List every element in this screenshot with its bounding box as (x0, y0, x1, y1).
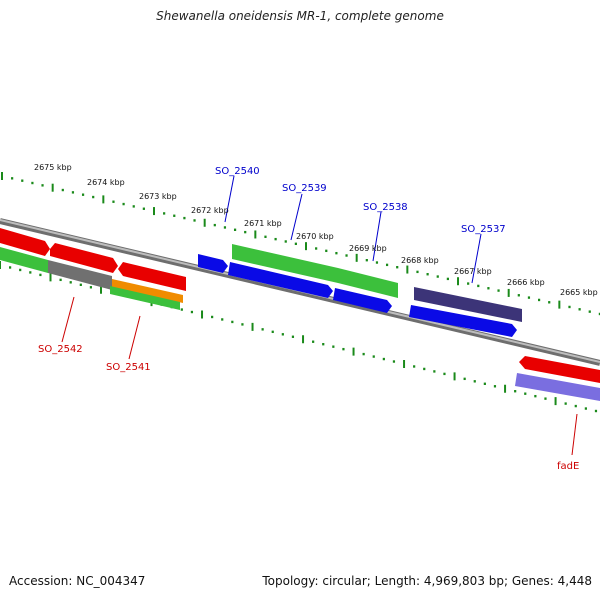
gene-feature-orange[interactable] (112, 279, 183, 303)
gene-feature-green[interactable] (110, 286, 180, 310)
gene-feature-blue[interactable] (198, 254, 228, 273)
tick-label: 2675 kbp (34, 163, 72, 172)
genome-summary-label: Topology: circular; Length: 4,969,803 bp… (262, 574, 592, 588)
tick-label: 2673 kbp (139, 192, 177, 201)
outer-scale-track (1, 172, 600, 316)
gene-feature-green[interactable] (338, 268, 398, 298)
tick-label: 2665 kbp (560, 288, 598, 297)
tick-label: 2668 kbp (401, 256, 439, 265)
tick-label: 2672 kbp (191, 206, 229, 215)
tick-labels: 2675 kbp 2674 kbp 2673 kbp 2672 kbp 2671 kbp… (34, 163, 598, 297)
gene-feature-green[interactable] (232, 244, 338, 283)
tick-label: 2666 kbp (507, 278, 545, 287)
gene-feature-red[interactable] (118, 262, 186, 291)
gene-feature-lavender[interactable] (515, 373, 600, 401)
gene-feature-red[interactable] (50, 243, 118, 273)
gene-label-fade[interactable]: fadE (557, 461, 579, 472)
gene-feature-gray[interactable] (48, 260, 112, 290)
gene-feature-blue[interactable] (228, 262, 333, 298)
gene-label-so-2542[interactable]: SO_2542 (38, 344, 83, 355)
gene-feature-green[interactable] (0, 247, 48, 273)
gene-leader-lines (61, 175, 578, 456)
gene-label-so-2540[interactable]: SO_2540 (215, 166, 260, 177)
gene-label-so-2541[interactable]: SO_2541 (106, 362, 151, 373)
gene-feature-blue[interactable] (409, 305, 517, 337)
gene-label-so-2539[interactable]: SO_2539 (282, 183, 327, 194)
gene-label-so-2537[interactable]: SO_2537 (461, 224, 506, 235)
gene-name-labels: SO_2540 SO_2539 SO_2538 SO_2537 SO_2542 SO_25… (38, 166, 579, 472)
gene-feature-red[interactable] (0, 228, 50, 256)
gene-feature-navy[interactable] (414, 287, 522, 322)
map-title: Shewanella oneidensis MR-1, complete gen… (156, 9, 444, 23)
gene-label-so-2538[interactable]: SO_2538 (363, 202, 408, 213)
gene-feature-blue[interactable] (333, 288, 392, 313)
tick-label: 2674 kbp (87, 178, 125, 187)
gene-feature-red[interactable] (519, 356, 600, 383)
gene-features (0, 228, 600, 401)
tick-label: 2669 kbp (349, 244, 387, 253)
tick-label: 2671 kbp (244, 219, 282, 228)
tick-label: 2670 kbp (296, 232, 334, 241)
accession-label: Accession: NC_004347 (9, 574, 146, 588)
tick-label: 2667 kbp (454, 267, 492, 276)
